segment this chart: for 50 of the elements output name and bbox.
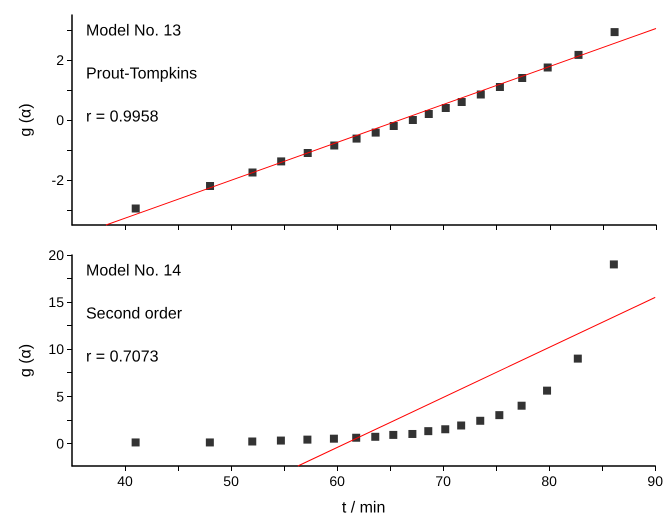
point (441, 425, 450, 434)
point (495, 411, 504, 420)
point (610, 28, 619, 36)
y-axis-title: g (α) (18, 103, 34, 137)
point (276, 436, 285, 445)
x-tick-label: 60 (329, 473, 346, 489)
y-tick-label: 2 (56, 52, 64, 68)
point (206, 438, 214, 446)
y-tick-label: 0 (56, 435, 64, 452)
y-axis-title: g (α) (18, 344, 34, 378)
point (132, 204, 140, 212)
point (303, 436, 312, 444)
point (424, 427, 432, 436)
point (408, 430, 416, 438)
point (330, 434, 338, 443)
point (132, 438, 140, 446)
point (442, 104, 450, 112)
annotation: Prout-Tompkins (86, 66, 198, 82)
annotation: Model No. 13 (86, 22, 182, 40)
point (371, 432, 380, 441)
point (372, 128, 380, 137)
y-tick-label: -2 (52, 172, 64, 188)
point (574, 354, 582, 363)
point (408, 116, 417, 124)
point (424, 110, 433, 118)
x-tick-label: 40 (117, 473, 134, 489)
point (518, 402, 526, 410)
x-tick-label: 90 (647, 473, 664, 489)
point (610, 260, 618, 268)
point (543, 386, 552, 395)
y-tick-label: 15 (48, 294, 64, 310)
point (390, 122, 398, 130)
x-tick-label: 80 (541, 473, 558, 489)
x-axis-title: t / min (342, 500, 386, 516)
point (248, 438, 256, 446)
point (476, 416, 484, 425)
y-tick-label: 5 (56, 388, 64, 404)
annotation: Second order (86, 306, 183, 322)
y-tick-label: 10 (48, 341, 64, 358)
y-tick-label: 20 (48, 247, 64, 263)
x-tick-label: 50 (223, 473, 240, 489)
y-tick-label: 0 (56, 112, 64, 128)
x-tick-label: 70 (435, 473, 452, 489)
annotation: r = 0.7073 (86, 348, 159, 366)
point (389, 430, 398, 439)
annotation: r = 0.9958 (86, 108, 159, 126)
annotation: Model No. 14 (86, 262, 182, 280)
point (476, 90, 485, 98)
point (457, 421, 466, 430)
point (458, 98, 466, 106)
